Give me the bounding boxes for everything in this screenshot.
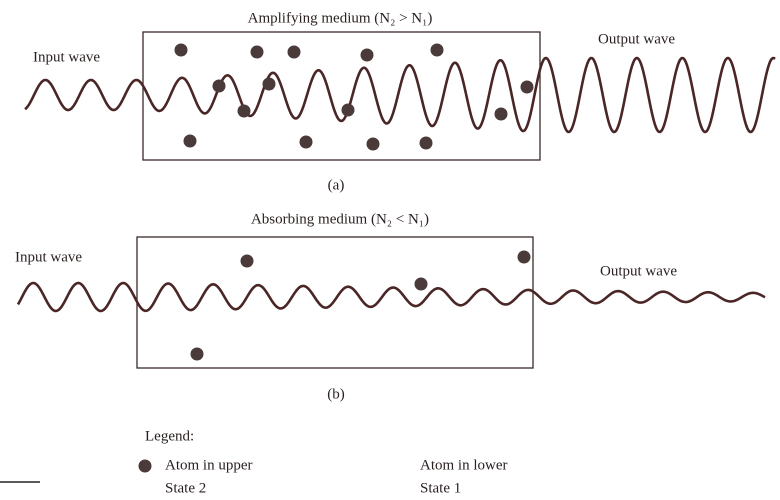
atom [520,80,534,94]
legend-text: State 2 [165,480,206,496]
legend-text: Atom in upper [165,457,253,473]
input-label: Input wave [33,49,100,65]
wave [16,281,766,313]
atom [183,134,197,148]
legend-atom [138,459,152,473]
atom [419,136,433,150]
atom [517,250,531,264]
atom [360,48,374,62]
caption: (b) [327,386,345,402]
panel-title: Amplifying medium (N₂ > N₁) [248,10,433,26]
wave [24,56,776,134]
atom [174,43,188,57]
atom [287,45,301,59]
medium-box [142,31,541,161]
input-label: Input wave [15,249,82,265]
legend-title: Legend: [145,428,194,444]
atom [190,347,204,361]
output-label: Output wave [598,31,675,47]
atom [212,79,226,93]
atom [366,137,380,151]
legend-text: State 1 [420,480,461,496]
atom [250,45,264,59]
atom [341,103,355,117]
atom [240,254,254,268]
output-label: Output wave [600,263,677,279]
legend-text: Atom in lower [420,457,508,473]
atom [262,77,276,91]
atom [494,107,508,121]
atom [299,135,313,149]
atom [237,104,251,118]
caption: (a) [328,177,345,193]
panel-title: Absorbing medium (N₂ < N₁) [251,211,429,227]
atom [414,277,428,291]
atom [430,43,444,57]
